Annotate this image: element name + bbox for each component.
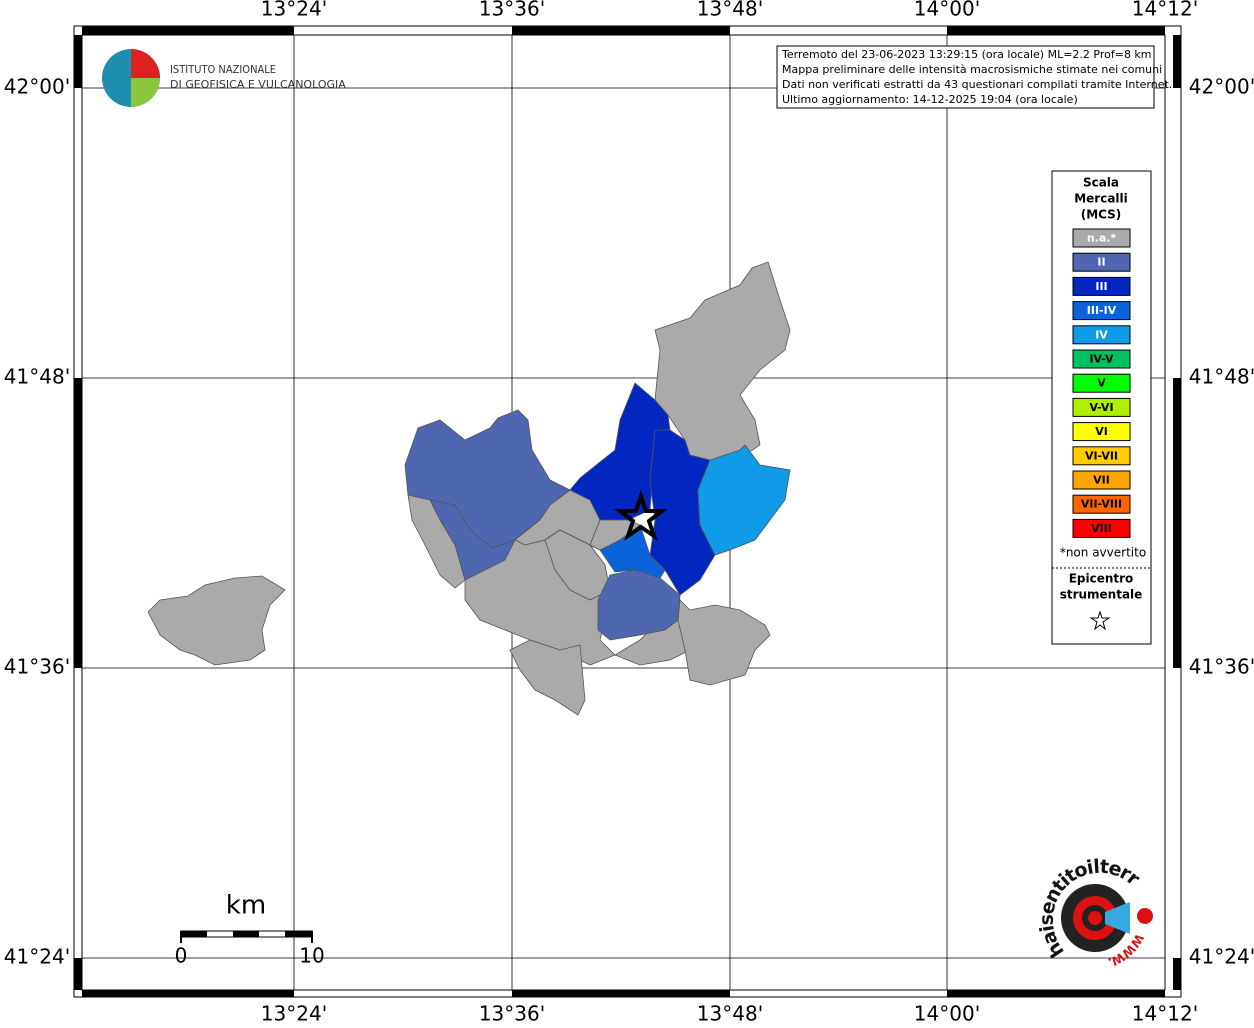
- legend-label: VI-VII: [1085, 449, 1118, 462]
- municipality: [407, 494, 466, 589]
- frame-bar: [74, 378, 82, 668]
- legend-swatch: [1072, 397, 1131, 417]
- lat-label: 41°36': [1189, 655, 1254, 679]
- legend-swatch: [1072, 325, 1131, 345]
- scale-bar: km 0 10: [175, 891, 325, 968]
- frame-bar: [947, 990, 1165, 997]
- legend-label: VI: [1095, 425, 1108, 438]
- legend-star: [1089, 610, 1111, 631]
- legend-swatch: [1072, 422, 1131, 442]
- lat-label: 41°48': [1189, 365, 1254, 389]
- lon-label: 14°12': [1132, 1002, 1198, 1025]
- frame-bar: [74, 958, 82, 990]
- legend-label: VIII: [1091, 522, 1112, 535]
- scale-unit: km: [226, 891, 266, 921]
- frame-bar: [74, 35, 82, 88]
- legend-epicenter: strumentale: [1060, 588, 1143, 602]
- scale-seg: [181, 931, 207, 937]
- logo-dot: [1088, 911, 1102, 925]
- legend-label: IV: [1095, 328, 1108, 341]
- legend-label: V-VI: [1089, 401, 1113, 414]
- municipality: [697, 444, 791, 556]
- legend-swatch: [1072, 494, 1131, 514]
- legend-label: II: [1097, 256, 1105, 269]
- legend-swatch: [1072, 252, 1131, 272]
- legend-swatch: [1072, 518, 1131, 538]
- map-frame: [81, 34, 1166, 991]
- epicenter-star: [614, 489, 668, 542]
- legend-label: III: [1095, 280, 1107, 293]
- lon-label: 14°12': [1132, 0, 1198, 21]
- lon-label: 13°36': [479, 1002, 545, 1025]
- municipality: [597, 569, 681, 641]
- legend-swatch: [1072, 301, 1131, 321]
- logo-text: ISTITUTO NAZIONALE: [170, 63, 276, 76]
- legend-title: Scala: [1083, 176, 1119, 190]
- legend-title: Mercalli: [1074, 192, 1128, 206]
- lat-label: 41°24': [4, 945, 70, 969]
- ingv-logo: ISTITUTO NAZIONALE DI GEOFISICA E VULCAN…: [102, 49, 346, 107]
- legend-epicenter: Epicentro: [1069, 572, 1134, 586]
- legend: ScalaMercalli(MCS)n.a.*IIIIIIII-IVIVIV-V…: [1060, 176, 1146, 602]
- logo-badge: [1137, 908, 1153, 924]
- legend-swatch: [1072, 446, 1131, 466]
- legend-swatch: [1072, 276, 1131, 296]
- info-line: Ultimo aggiornamento: 14-12-2025 19:04 (…: [782, 93, 1078, 106]
- lat-label: 41°36': [4, 655, 70, 679]
- lat-label: 41°48': [4, 365, 70, 389]
- lat-label: 41°24': [1189, 945, 1254, 969]
- frame-bar: [947, 26, 1165, 35]
- municipality: [677, 599, 771, 686]
- info-line: Terremoto del 23-06-2023 13:29:15 (ora l…: [781, 48, 1152, 61]
- scale-seg: [285, 931, 312, 937]
- frame-bar: [1173, 35, 1181, 88]
- frame-bar: [512, 990, 730, 997]
- lon-label: 13°36': [479, 0, 545, 21]
- legend-swatch: [1072, 470, 1131, 490]
- lon-label: 14°00': [914, 1002, 980, 1025]
- legend-swatch: [1072, 373, 1131, 393]
- municipality: [654, 261, 791, 461]
- frame-bar: [1173, 378, 1181, 668]
- info-line: Dati non verificati estratti da 43 quest…: [782, 78, 1172, 91]
- lon-label: 13°24': [261, 1002, 327, 1025]
- legend-swatch: [1072, 349, 1131, 369]
- lon-label: 13°48': [697, 0, 763, 21]
- frame-bar: [1173, 958, 1181, 990]
- frame-bar: [82, 990, 294, 997]
- logo-segment: [131, 49, 160, 78]
- info-box: [776, 45, 1155, 109]
- legend-label: VII-VIII: [1081, 498, 1122, 511]
- lat-label: 42°00': [1189, 75, 1254, 99]
- frame-bars: [74, 26, 1181, 997]
- scale-label: 10: [299, 944, 324, 968]
- legend-note: *non avvertito: [1060, 546, 1146, 560]
- info-lines: Terremoto del 23-06-2023 13:29:15 (ora l…: [781, 48, 1172, 106]
- lon-label: 13°24': [261, 0, 327, 21]
- legend-label: n.a.*: [1087, 232, 1117, 245]
- frame-bar: [82, 26, 294, 35]
- frame-bar: [512, 26, 730, 35]
- legend-label: VII: [1093, 474, 1110, 487]
- logo-text: DI GEOFISICA E VULCANOLOGIA: [170, 78, 346, 91]
- lat-label: 42°00': [4, 75, 70, 99]
- info-line: Mappa preliminare delle intensità macros…: [782, 63, 1162, 76]
- legend-label: V: [1097, 377, 1106, 390]
- legend-label: IV-V: [1089, 353, 1114, 366]
- scale-seg: [233, 931, 259, 937]
- municipality: [147, 575, 286, 666]
- legend-title: (MCS): [1081, 208, 1122, 222]
- legend-swatch: [1072, 228, 1131, 248]
- lon-label: 14°00': [914, 0, 980, 21]
- scale-label: 0: [175, 944, 188, 968]
- municipality: [509, 639, 586, 716]
- logo-segment: [131, 78, 160, 107]
- legend-label: III-IV: [1087, 304, 1117, 317]
- municipality: [589, 519, 641, 551]
- lon-label: 13°48': [697, 1002, 763, 1025]
- logo-speaker: [1105, 902, 1130, 934]
- municipalities: [147, 261, 791, 716]
